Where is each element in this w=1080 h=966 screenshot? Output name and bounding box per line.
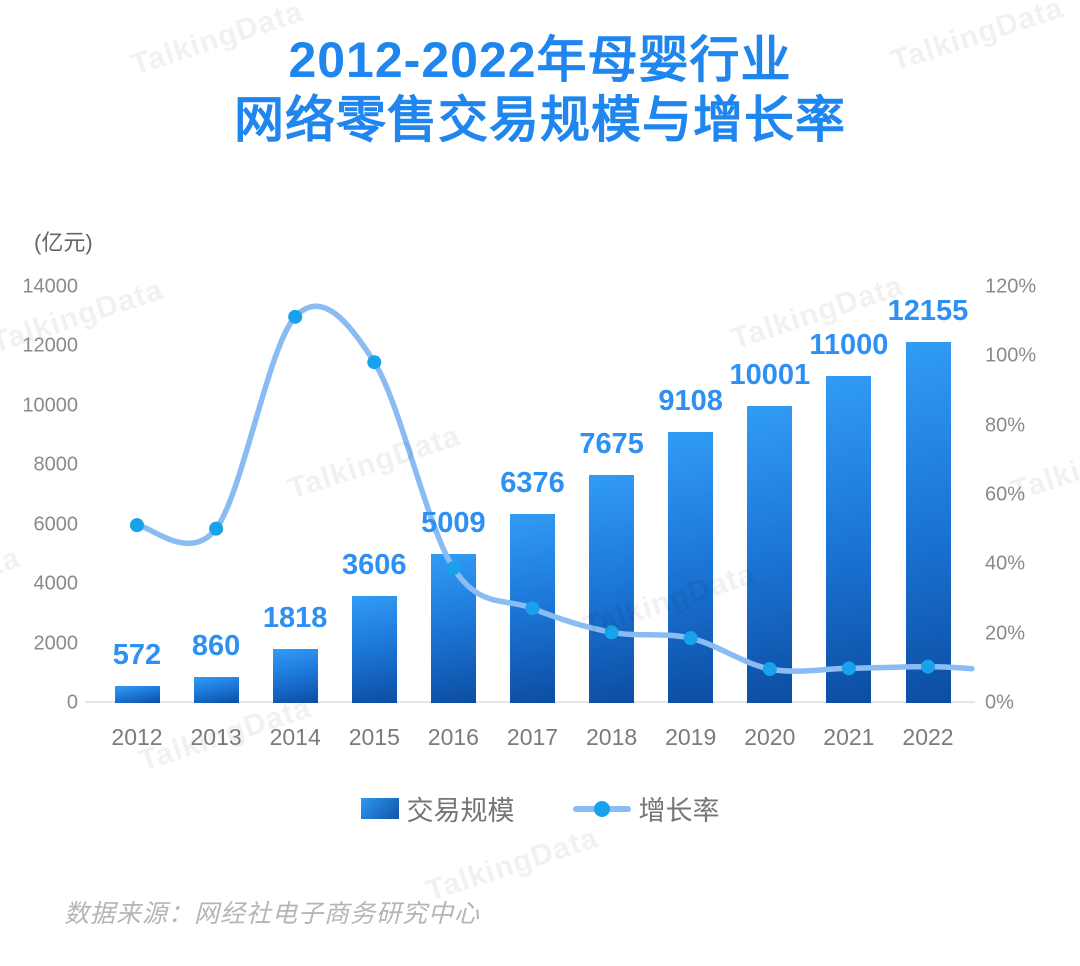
bar-value-label-2019: 9108 — [658, 385, 723, 418]
x-axis-tick-2021: 2021 — [823, 724, 875, 750]
bar-2013 — [193, 677, 239, 703]
bar-2020 — [747, 405, 793, 703]
bar-value-label-2016: 5009 — [421, 507, 486, 540]
left-axis-tick-6000: 6000 — [33, 513, 79, 536]
growth-point-2021 — [841, 661, 856, 676]
bar-value-label-2020: 10001 — [729, 358, 811, 391]
left-axis-tick-8000: 8000 — [33, 453, 79, 476]
right-axis-ticks: 0% 20% 40% 60% 80% 100% 120% — [985, 276, 1065, 714]
chart-title-line2: 网络零售交易规模与增长率 — [234, 92, 846, 148]
bar-2018 — [589, 474, 635, 703]
x-axis-tick-2016: 2016 — [427, 724, 479, 750]
bar-value-label-2013: 860 — [191, 630, 241, 663]
chart-title-line1: 2012-2022年母婴行业 — [288, 32, 792, 88]
right-axis-tick-100%: 100% — [985, 344, 1037, 367]
x-axis-tick-2014: 2014 — [269, 724, 321, 750]
right-axis-tick-20%: 20% — [985, 622, 1026, 645]
left-axis-ticks: 0 2000 4000 6000 8000 10000 12000 14000 — [16, 276, 79, 714]
bar-value-label-2017: 6376 — [500, 466, 565, 499]
right-axis-tick-80%: 80% — [985, 414, 1026, 437]
bar-2015 — [351, 595, 397, 703]
legend-label-growth-rate: 增长率 — [638, 796, 720, 826]
growth-point-2015 — [367, 355, 382, 370]
left-axis-tick-4000: 4000 — [33, 572, 79, 595]
bar-2019 — [668, 432, 714, 703]
growth-point-2012 — [130, 518, 144, 533]
growth-point-2017 — [525, 601, 540, 616]
bar-value-label-2012: 572 — [112, 639, 162, 672]
left-axis-tick-0: 0 — [66, 691, 78, 714]
x-axis-labels: 2012 2013 2014 2015 2016 2017 2018 2019 2020 2021… — [90, 724, 965, 754]
bar-2021 — [826, 376, 872, 703]
left-axis-tick-12000: 12000 — [22, 334, 78, 357]
x-axis-tick-2013: 2013 — [190, 724, 242, 750]
bar-legend-swatch — [360, 798, 399, 819]
growth-point-2013 — [209, 521, 224, 536]
x-axis-tick-2022: 2022 — [902, 724, 954, 750]
legend: 交易规模 增长率 — [0, 789, 1080, 828]
right-axis-tick-0%: 0% — [985, 691, 1014, 714]
left-axis-tick-2000: 2000 — [33, 632, 79, 655]
bar-2014 — [272, 648, 318, 703]
growth-rate-line — [130, 303, 975, 677]
plot-area: 572 860 1818 3606 5009 6376 7675 9108 10001 11000… — [90, 287, 975, 703]
data-source-note: 数据来源：网经社电子商务研究中心 — [64, 900, 481, 928]
legend-item-growth-rate: 增长率 — [572, 789, 720, 828]
bar-value-label-2014: 1818 — [262, 601, 328, 634]
bar-value-label-2021: 11000 — [809, 329, 889, 362]
right-axis-tick-40%: 40% — [985, 552, 1026, 575]
x-axis-tick-2015: 2015 — [348, 724, 400, 750]
bar-value-label-2015: 3606 — [342, 548, 407, 581]
x-axis-tick-2017: 2017 — [506, 724, 559, 750]
growth-point-2020 — [762, 662, 777, 677]
left-axis-unit-label: (亿元) — [34, 230, 93, 255]
right-axis-tick-60%: 60% — [985, 483, 1026, 506]
x-axis-tick-2019: 2019 — [665, 724, 717, 750]
bar-2012 — [114, 686, 160, 703]
line-legend-dot-icon — [593, 800, 610, 817]
x-axis-tick-2012: 2012 — [111, 724, 163, 750]
chart-title: 2012-2022年母婴行业 网络零售交易规模与增长率 — [0, 30, 1080, 150]
bar-value-label-2022: 12155 — [887, 294, 969, 327]
legend-label-transaction-scale: 交易规模 — [406, 796, 515, 826]
growth-point-2019 — [683, 631, 698, 646]
growth-point-2016 — [446, 561, 461, 576]
legend-item-transaction-scale: 交易规模 — [360, 789, 515, 828]
bar-2022 — [905, 341, 951, 703]
left-axis-tick-14000: 14000 — [22, 275, 78, 298]
growth-point-2022 — [921, 659, 935, 674]
x-axis-tick-2018: 2018 — [586, 724, 638, 750]
line-legend-swatch — [572, 800, 631, 817]
growth-point-2014 — [288, 309, 303, 324]
left-axis-tick-10000: 10000 — [22, 394, 78, 417]
bar-2016 — [430, 554, 476, 703]
right-axis-tick-120%: 120% — [985, 275, 1037, 298]
growth-point-2018 — [604, 625, 619, 640]
x-axis-tick-2020: 2020 — [744, 724, 796, 750]
growth-line-path — [134, 303, 975, 674]
bar-value-label-2018: 7675 — [579, 427, 644, 460]
